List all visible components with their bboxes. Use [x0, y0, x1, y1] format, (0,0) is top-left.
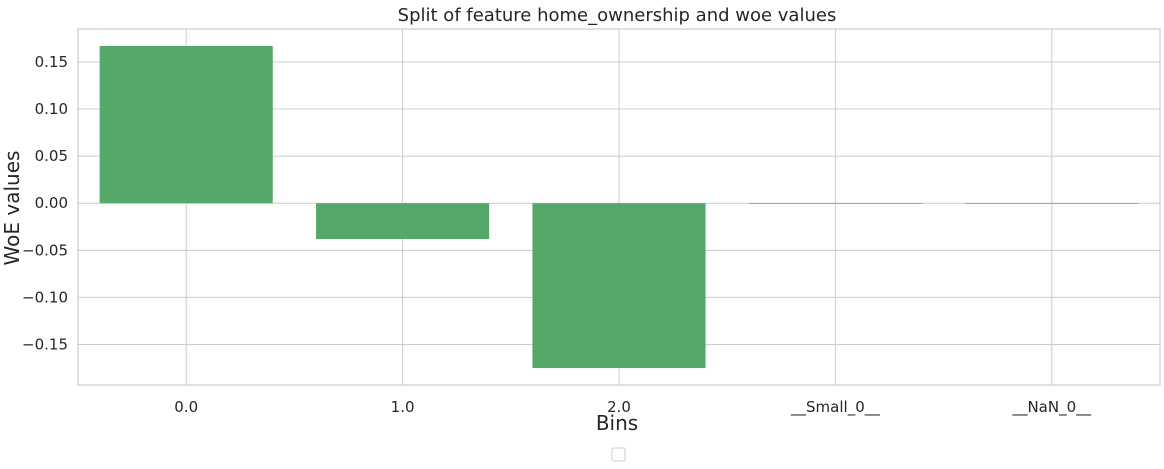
- x-tick-label: __NaN_0__: [1011, 398, 1091, 417]
- bar-1.0: [316, 203, 490, 240]
- bar-__Small_0__: [748, 203, 922, 204]
- y-tick-label: 0.05: [35, 147, 68, 165]
- x-tick-label: 2.0: [607, 398, 631, 416]
- y-tick-labels: 0.15 0.10 0.05 0.00 −0.05 −0.10 −0.15: [22, 53, 68, 354]
- legend-box: [611, 447, 626, 462]
- y-tick-label: 0.00: [35, 194, 68, 212]
- bar-__NaN_0__: [965, 203, 1139, 204]
- y-tick-label: −0.10: [22, 288, 68, 306]
- bar-2.0: [532, 203, 706, 369]
- y-tick-label: 0.10: [35, 100, 68, 118]
- y-tick-label: 0.15: [35, 53, 68, 71]
- x-axis-label: Bins: [596, 411, 638, 435]
- y-axis-label: WoE values: [0, 151, 24, 266]
- x-tick-labels: 0.0 1.0 2.0 __Small_0__ __NaN_0__: [174, 398, 1091, 417]
- y-tick-label: −0.15: [22, 336, 68, 354]
- chart-title: Split of feature home_ownership and woe …: [398, 5, 837, 26]
- x-tick-label: __Small_0__: [790, 398, 880, 417]
- x-tick-label: 1.0: [391, 398, 415, 416]
- bar-0.0: [99, 45, 273, 204]
- y-tick-label: −0.05: [22, 241, 68, 259]
- plot-frame: [77, 28, 1161, 386]
- bar-layer: [99, 45, 1139, 369]
- x-tick-label: 0.0: [174, 398, 198, 416]
